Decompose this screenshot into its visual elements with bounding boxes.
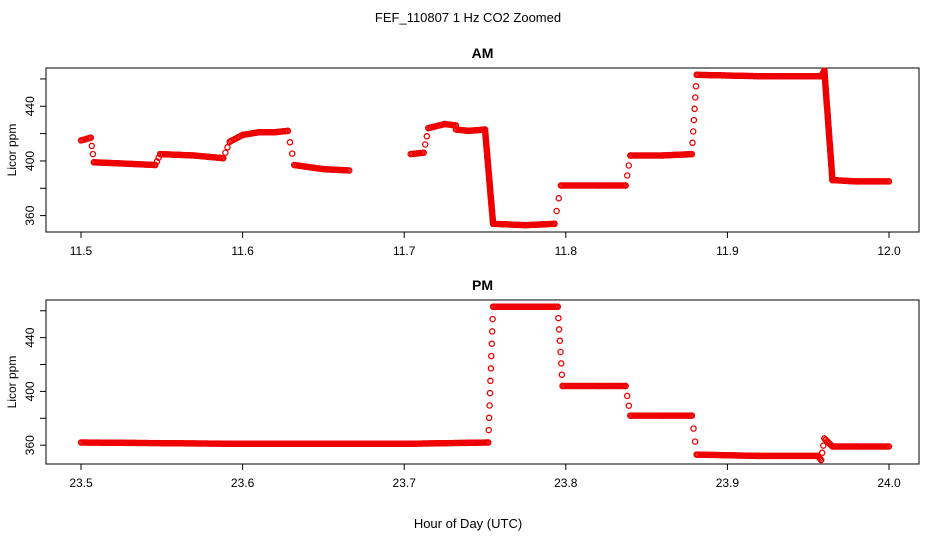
data-point <box>488 340 496 347</box>
x-tick-label: 11.5 <box>70 244 93 258</box>
data-point <box>558 371 566 378</box>
x-tick-label: 23.8 <box>554 476 578 490</box>
data-point <box>551 220 558 228</box>
data-point <box>87 134 94 141</box>
data-point <box>623 392 631 400</box>
data-point <box>817 456 825 464</box>
data-point <box>486 389 494 397</box>
chart-panel-pm: PM 23.5 23.6 23.7 23.8 23.9 24.0 360 400 440 Licor… <box>5 277 920 490</box>
data-point <box>692 82 700 90</box>
y-tick-label: 360 <box>23 435 37 455</box>
data-point <box>288 150 296 157</box>
x-tick-label: 23.6 <box>231 476 255 490</box>
data-point <box>622 382 629 390</box>
data-point <box>488 328 496 335</box>
data-point <box>346 167 353 174</box>
data-point <box>421 141 429 148</box>
y-axis-label: Licor ppm <box>5 124 19 177</box>
data-point <box>885 178 893 185</box>
data-point <box>553 207 560 215</box>
x-tick-label: 12.0 <box>877 244 901 258</box>
x-tick-label: 11.9 <box>716 244 739 258</box>
data-point <box>555 326 563 333</box>
data-point <box>690 425 697 432</box>
data-point <box>153 158 161 165</box>
data-point <box>690 116 698 124</box>
data-point <box>557 360 565 367</box>
data-point <box>423 133 431 140</box>
data-point <box>486 402 493 409</box>
data-point <box>555 195 563 202</box>
data-point <box>89 150 97 158</box>
data-points <box>77 67 893 229</box>
data-point <box>222 149 229 156</box>
y-tick-label: 440 <box>23 327 37 347</box>
x-tick-label: 24.0 <box>877 476 901 490</box>
panel-title: PM <box>472 277 493 293</box>
data-point <box>485 414 493 422</box>
data-point <box>88 142 96 150</box>
y-tick-label: 400 <box>23 151 37 171</box>
data-point <box>488 352 495 360</box>
data-point <box>485 426 492 434</box>
figure-x-axis-label: Hour of Day (UTC) <box>414 516 522 531</box>
data-point <box>219 154 227 162</box>
data-point <box>691 105 698 113</box>
chart-panels: AM 11.5 11.6 11.7 11.8 11.9 12.0 360 400 440 Licor… <box>5 45 920 490</box>
y-axis-label: Licor ppm <box>5 356 19 409</box>
data-point <box>487 377 494 385</box>
data-point <box>487 365 495 372</box>
x-tick-label: 11.6 <box>231 244 254 258</box>
data-point <box>484 439 492 446</box>
data-point <box>820 442 827 449</box>
data-point <box>688 150 696 158</box>
data-point <box>554 303 561 310</box>
plot-frame <box>45 299 920 465</box>
chart-panel-am: AM 11.5 11.6 11.7 11.8 11.9 12.0 360 400 440 Licor… <box>5 45 920 258</box>
data-point <box>818 449 826 457</box>
data-point <box>688 412 696 419</box>
data-point <box>224 144 231 151</box>
y-tick-label: 400 <box>23 381 37 401</box>
data-point <box>284 127 292 135</box>
x-tick-label: 11.8 <box>555 244 578 258</box>
data-point <box>885 443 893 450</box>
x-tick-label: 11.7 <box>393 244 416 258</box>
data-points <box>77 303 893 464</box>
y-tick-label: 360 <box>23 205 37 225</box>
plot-frame <box>45 67 920 233</box>
data-point <box>286 139 294 146</box>
data-point <box>622 182 629 189</box>
data-point <box>691 438 699 445</box>
data-point <box>689 139 696 147</box>
figure-title: FEF_110807 1 Hz CO2 Zoomed <box>375 10 561 25</box>
data-point <box>625 402 633 409</box>
data-point <box>152 161 159 169</box>
data-point <box>489 315 496 323</box>
data-point <box>689 128 697 135</box>
data-point <box>625 162 633 169</box>
data-point <box>555 314 562 322</box>
y-tick-label: 440 <box>23 96 37 116</box>
x-tick-label: 23.7 <box>393 476 417 490</box>
data-point <box>557 348 564 356</box>
data-point <box>692 94 699 101</box>
x-tick-label: 23.5 <box>69 476 93 490</box>
panel-title: AM <box>472 45 494 61</box>
data-point <box>556 337 564 344</box>
x-tick-label: 23.9 <box>716 476 740 490</box>
data-point <box>420 149 427 156</box>
data-point <box>623 172 631 179</box>
